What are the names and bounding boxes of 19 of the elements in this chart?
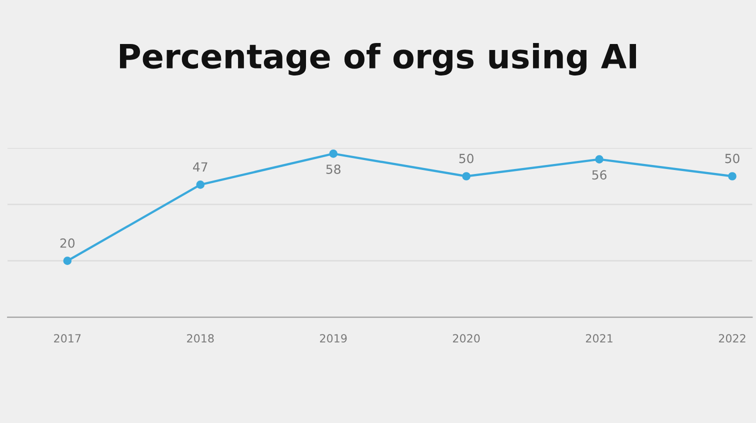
data-label: 50	[725, 154, 740, 164]
point	[63, 256, 72, 266]
x-tick-label: 2021	[586, 334, 612, 343]
point	[595, 155, 604, 164]
data-label: 58	[326, 164, 340, 174]
point	[462, 172, 470, 180]
point	[196, 180, 205, 189]
x-tick-label: 2019	[320, 334, 347, 343]
point	[728, 172, 736, 180]
x-tick-label: 2020	[453, 334, 480, 343]
x-tick-label: 2018	[187, 334, 214, 343]
chart-title: Percentage of orgs using AI	[120, 42, 636, 76]
x-tick-label: 2017	[54, 334, 81, 343]
data-label: 56	[592, 170, 606, 180]
point	[329, 150, 338, 158]
data-label: 20	[60, 238, 75, 248]
data-label: 50	[459, 154, 474, 164]
x-tick-label: 2022	[718, 334, 746, 343]
data-label: 47	[193, 162, 208, 172]
